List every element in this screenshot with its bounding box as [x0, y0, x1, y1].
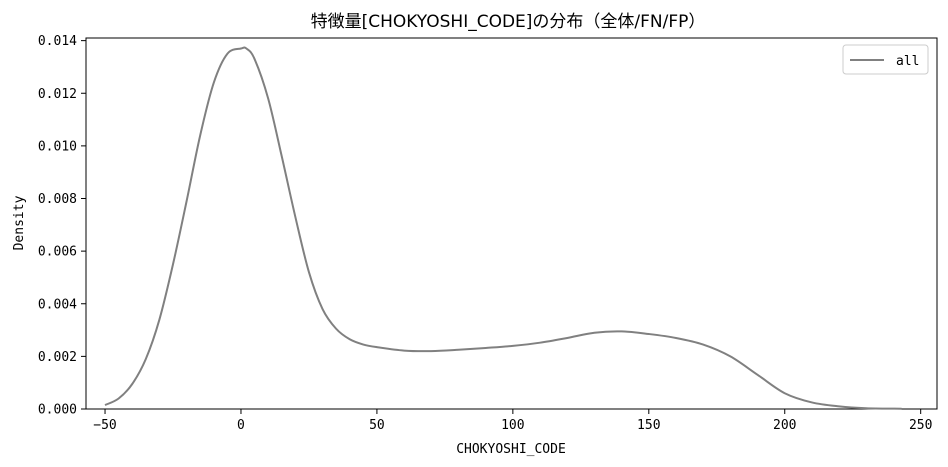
x-axis-label: CHOKYOSHI_CODE — [456, 442, 566, 457]
y-tick-label: 0.002 — [38, 350, 77, 365]
y-tick-label: 0.008 — [38, 192, 77, 207]
y-tick-label: 0.010 — [38, 139, 77, 154]
x-tick-label: 150 — [637, 418, 660, 433]
x-tick-label: 200 — [773, 418, 796, 433]
x-axis: −50 0 50 100 150 200 250 — [93, 409, 932, 433]
x-tick-label: 250 — [909, 418, 932, 433]
x-tick-label: −50 — [93, 418, 116, 433]
x-tick-label: 50 — [369, 418, 385, 433]
y-tick-label: 0.012 — [38, 87, 77, 102]
y-tick-label: 0.014 — [38, 34, 77, 49]
legend-label-all: all — [896, 54, 919, 69]
series-line-all — [104, 46, 902, 410]
plot-area — [85, 37, 938, 410]
legend: all — [842, 44, 929, 75]
data-layer — [104, 46, 902, 410]
x-tick-label: 0 — [237, 418, 245, 433]
x-tick-label: 100 — [501, 418, 524, 433]
y-tick-label: 0.006 — [38, 245, 77, 260]
y-tick-label: 0.004 — [38, 297, 77, 312]
y-axis-label: Density — [12, 195, 27, 250]
y-tick-label: 0.000 — [38, 403, 77, 418]
legend-box — [842, 44, 929, 75]
y-axis: 0.000 0.002 0.004 0.006 0.008 0.010 0.012 0.014 — [38, 34, 86, 418]
chart-title: 特徴量[CHOKYOSHI_CODE]の分布（全体/FN/FP） — [311, 12, 706, 32]
